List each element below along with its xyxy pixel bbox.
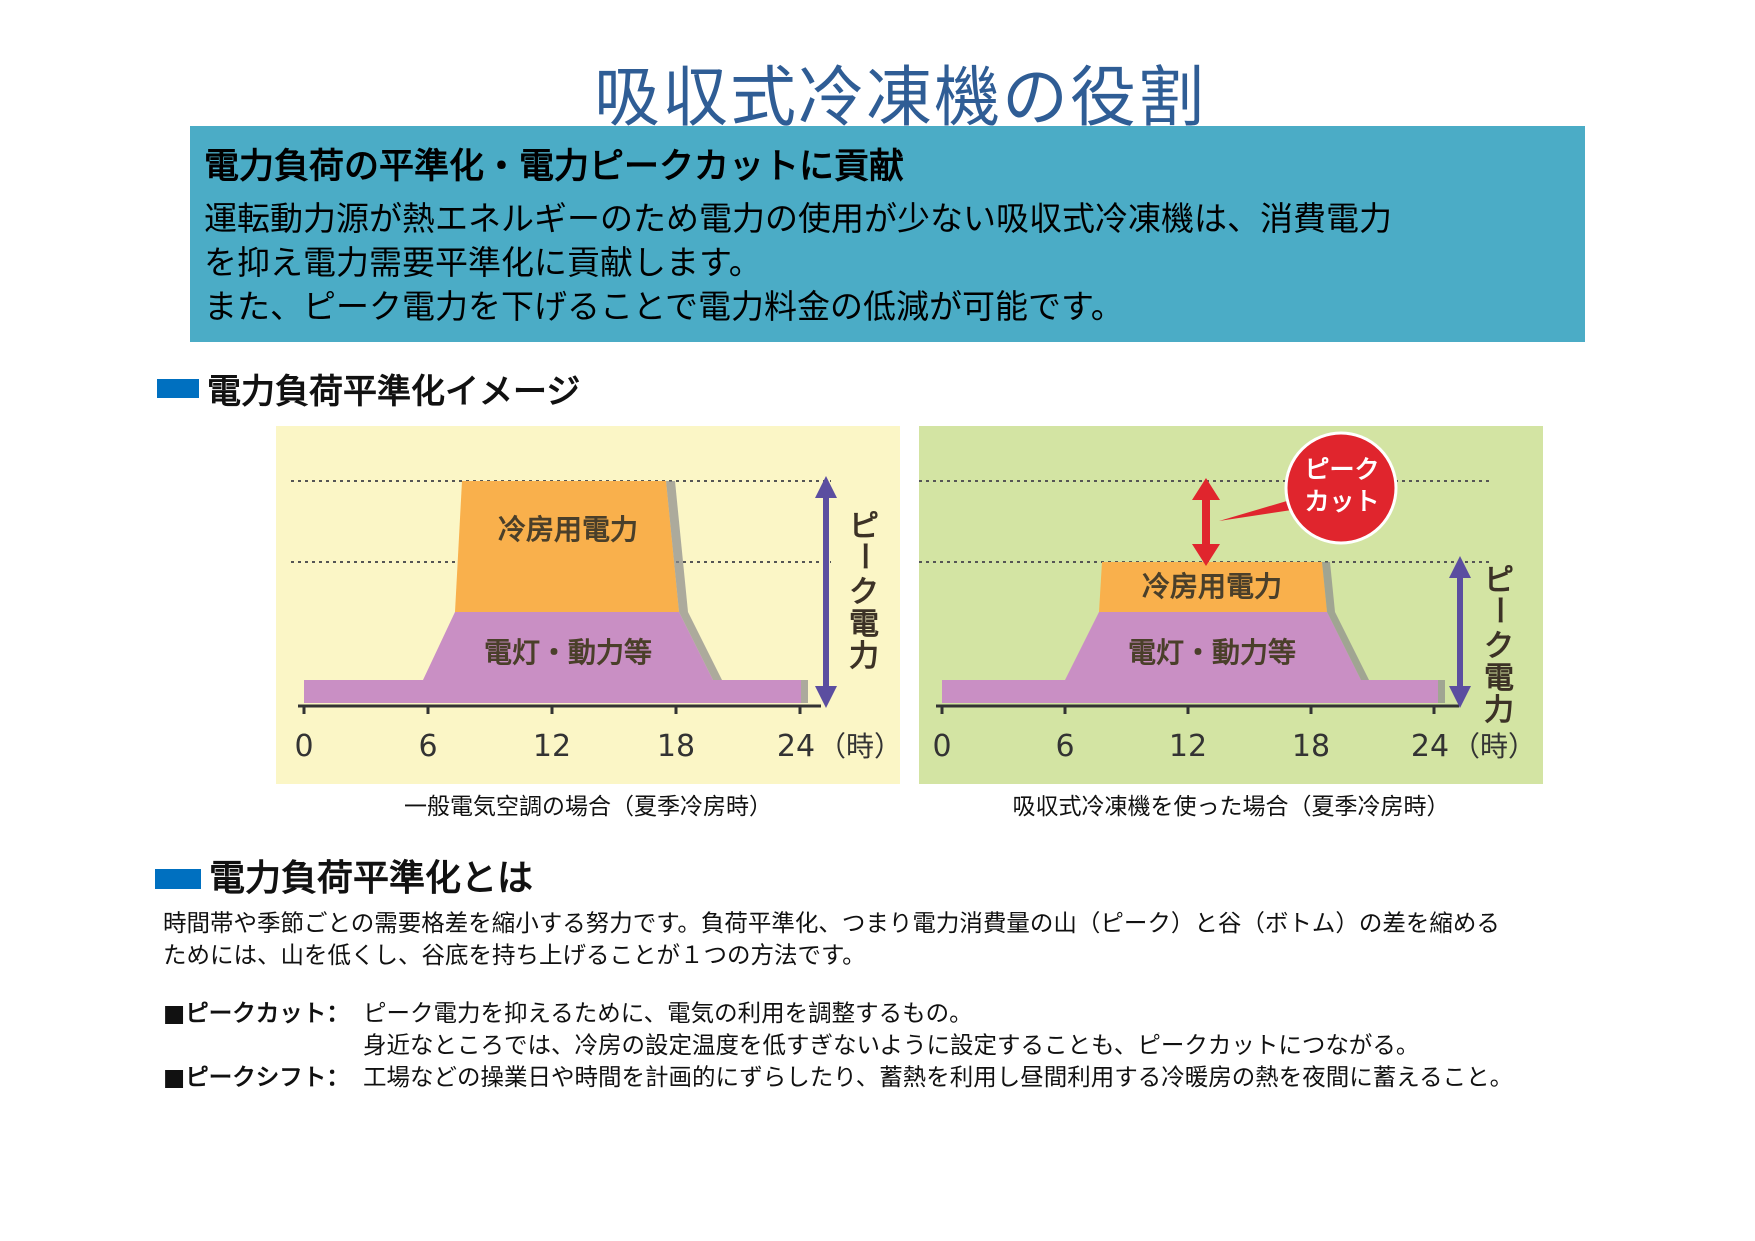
- chart-caption-general: 一般電気空調の場合（夏季冷房時）: [404, 794, 772, 820]
- peak-label-char: 力: [849, 639, 879, 674]
- peak-label-char: ク: [849, 575, 879, 610]
- x-unit-label: （時）: [1452, 730, 1536, 763]
- cooling-shadow: [666, 481, 688, 612]
- definition-desc: 工場などの操業日や時間を計画的にずらしたり、蓄熱を利用し昼間利用する冷暖房の熱を…: [363, 1061, 1513, 1093]
- square-bullet-icon: [155, 869, 201, 889]
- callout-pointer: [1219, 498, 1305, 521]
- section-heading-definition: 電力負荷平準化とは: [155, 849, 533, 901]
- square-bullet-icon: [157, 379, 199, 398]
- cooling-layer-label: 冷房用電力: [498, 513, 638, 546]
- base-shadow: [1438, 680, 1445, 703]
- chart-general-svg: 冷房用電力 電灯・動力等 0 6 12 18 24 （時） ピ ー ク 電 力: [291, 476, 900, 764]
- x-tick-label: 6: [1055, 729, 1074, 764]
- peak-label-char: ピ: [849, 509, 879, 544]
- x-tick-label: 24: [777, 729, 815, 764]
- definition-item-peakcut: ■ピークカット： ピーク電力を抑えるために、電気の利用を調整するもの。 身近なと…: [163, 997, 1513, 1061]
- arrow-down-icon: [1449, 686, 1471, 708]
- cooling-layer-label: 冷房用電力: [1142, 570, 1282, 603]
- banner-line: また、ピーク電力を下げることで電力料金の低減が可能です。: [204, 287, 1124, 326]
- chart-panel-general: 冷房用電力 電灯・動力等 0 6 12 18 24 （時） ピ ー ク 電 力: [276, 426, 900, 784]
- peak-label-char: ピ: [1484, 563, 1514, 598]
- definition-line: ピーク電力を抑えるために、電気の利用を調整するもの。: [363, 999, 973, 1027]
- x-tick-label: 6: [418, 729, 437, 764]
- arrow-down-icon: [815, 686, 837, 708]
- cooling-load-area: [1099, 562, 1327, 612]
- peak-label-char: 電: [1484, 661, 1514, 696]
- x-tick-label: 12: [533, 729, 571, 764]
- definition-line: 身近なところでは、冷房の設定温度を低すぎないように設定することも、ピークカットに…: [363, 1031, 1420, 1059]
- x-tick-label: 0: [294, 729, 313, 764]
- section-heading-label: 電力負荷平準化とは: [209, 858, 534, 899]
- callout-line2: カット: [1304, 487, 1379, 516]
- banner-line: 運転動力源が熱エネルギーのため電力の使用が少ない吸収式冷凍機は、消費電力: [204, 199, 1392, 238]
- base-load-area: [304, 612, 801, 703]
- chart-absorption-svg: 冷房用電力 電灯・動力等 0 6 12 18 24 （時） ピ ー ク 電 力 …: [919, 431, 1536, 764]
- chart-caption-absorption: 吸収式冷凍機を使った場合（夏季冷房時）: [1012, 794, 1450, 820]
- definition-item-peakshift: ■ピークシフト： 工場などの操業日や時間を計画的にずらしたり、蓄熱を利用し昼間利…: [163, 1061, 1513, 1093]
- chart-panel-absorption: 冷房用電力 電灯・動力等 0 6 12 18 24 （時） ピ ー ク 電 力 …: [919, 426, 1543, 784]
- base-layer-label: 電灯・動力等: [484, 636, 652, 669]
- base-load-area: [942, 612, 1438, 703]
- peakcut-callout-badge: [1284, 431, 1398, 545]
- peak-label-char: ー: [1481, 595, 1516, 625]
- x-tick-label: 18: [657, 729, 695, 764]
- x-tick-label: 0: [932, 729, 951, 764]
- base-shadow: [679, 612, 722, 680]
- arrow-up-icon: [1449, 556, 1471, 578]
- x-unit-label: （時）: [818, 730, 900, 763]
- cooling-load-area: [455, 481, 679, 612]
- base-shadow: [1327, 612, 1369, 680]
- intro-paragraph: 時間帯や季節ごとの需要格差を縮小する努力です。負荷平準化、つまり電力消費量の山（…: [163, 907, 1623, 971]
- base-shadow: [801, 680, 808, 703]
- intro-line: 時間帯や季節ごとの需要格差を縮小する努力です。負荷平準化、つまり電力消費量の山（…: [163, 909, 1500, 937]
- arrow-up-icon: [815, 476, 837, 498]
- cooling-shadow: [1322, 562, 1335, 612]
- peak-label-char: ー: [846, 541, 881, 571]
- section-heading-image: 電力負荷平準化イメージ: [157, 364, 580, 413]
- section-heading-label: 電力負荷平準化イメージ: [207, 372, 581, 412]
- peak-label-char: ク: [1484, 629, 1514, 664]
- summary-banner: 電力負荷の平準化・電力ピークカットに貢献 運転動力源が熱エネルギーのため電力の使…: [190, 126, 1585, 342]
- peak-label-char: 電: [849, 607, 879, 642]
- definition-list: ■ピークカット： ピーク電力を抑えるために、電気の利用を調整するもの。 身近なと…: [163, 997, 1513, 1093]
- base-layer-label: 電灯・動力等: [1128, 636, 1296, 669]
- definition-term: ■ピークシフト：: [163, 1063, 350, 1091]
- banner-heading: 電力負荷の平準化・電力ピークカットに貢献: [204, 147, 905, 187]
- banner-line: を抑え電力需要平準化に貢献します。: [204, 243, 762, 282]
- definition-line: 工場などの操業日や時間を計画的にずらしたり、蓄熱を利用し昼間利用する冷暖房の熱を…: [363, 1063, 1514, 1091]
- x-tick-label: 18: [1292, 729, 1330, 764]
- x-tick-label: 24: [1411, 729, 1449, 764]
- x-tick-label: 12: [1169, 729, 1207, 764]
- arrow-down-icon: [1192, 544, 1220, 566]
- arrow-up-icon: [1192, 478, 1220, 500]
- intro-line: ためには、山を低くし、谷底を持ち上げることが１つの方法です。: [163, 941, 866, 969]
- page-title: 吸収式冷凍機の役割: [594, 59, 1206, 136]
- definition-term: ■ピークカット：: [163, 999, 350, 1027]
- definition-desc: ピーク電力を抑えるために、電気の利用を調整するもの。 身近なところでは、冷房の設…: [363, 997, 1419, 1061]
- peak-label-char: 力: [1484, 693, 1514, 728]
- callout-line1: ピーク: [1304, 455, 1379, 484]
